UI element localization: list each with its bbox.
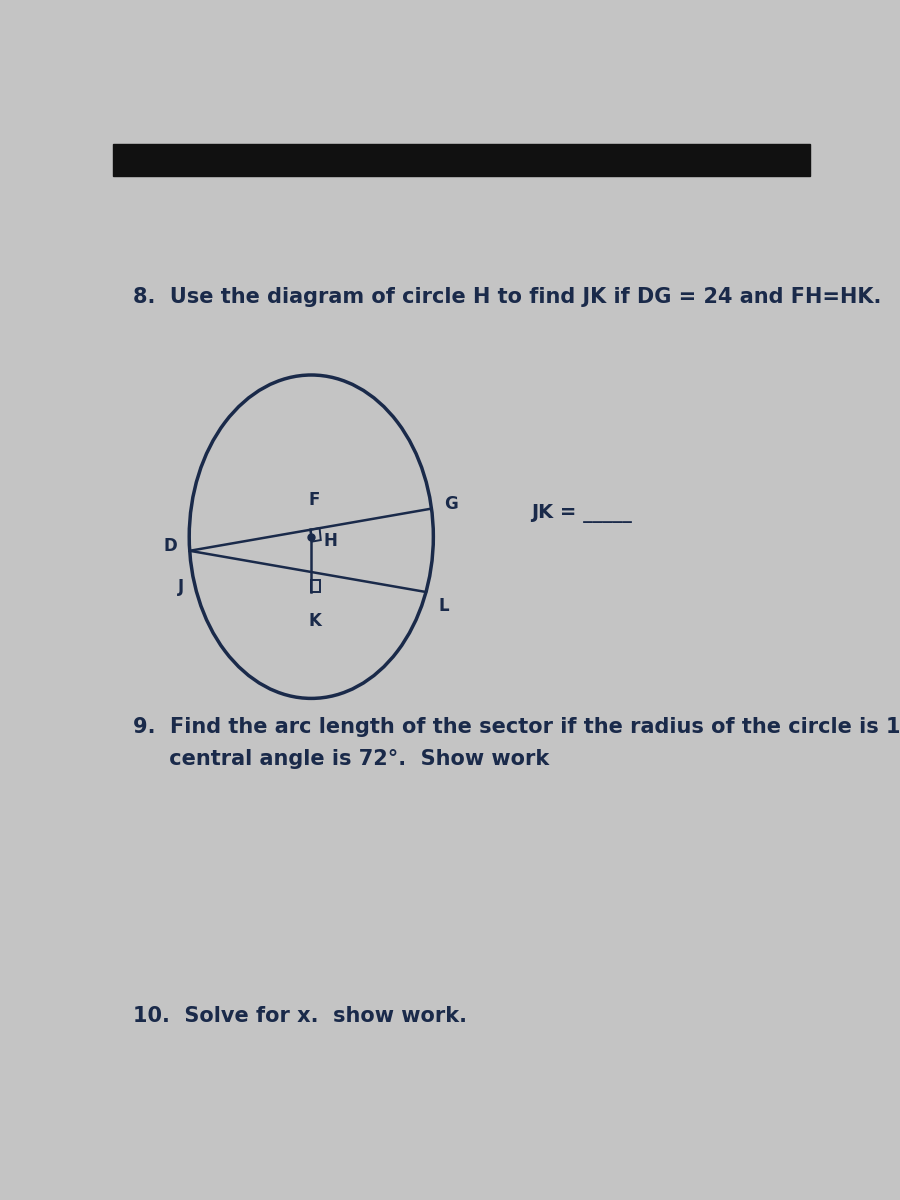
Text: JK = _____: JK = _____ [531,504,632,523]
Text: 8.  Use the diagram of circle H to find JK if DG = 24 and FH=HK.: 8. Use the diagram of circle H to find J… [133,287,882,307]
Text: G: G [444,496,458,514]
Text: L: L [438,596,449,614]
Bar [112,144,810,176]
Text: 10.  Solve for x.  show work.: 10. Solve for x. show work. [133,1007,467,1026]
Text: F: F [309,491,320,509]
Text: central angle is 72°.  Show work: central angle is 72°. Show work [133,749,550,769]
Text: J: J [178,578,184,596]
Text: D: D [164,538,177,556]
Text: 9.  Find the arc length of the sector if the radius of the circle is 10: 9. Find the arc length of the sector if … [133,716,900,737]
Text: H: H [324,533,338,551]
Text: K: K [309,612,321,630]
